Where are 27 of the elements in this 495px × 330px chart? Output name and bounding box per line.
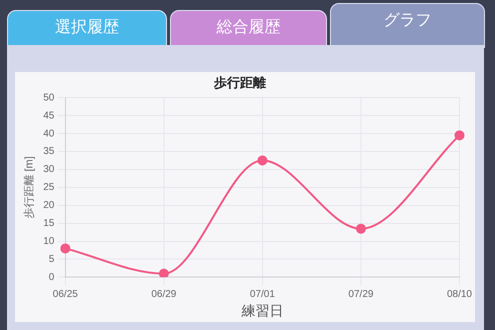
point — [454, 130, 464, 140]
x-tick-label: 07/01 — [250, 288, 276, 300]
y-tick-label: 30 — [43, 164, 55, 176]
y-tick-label: 15 — [43, 218, 55, 230]
y-tick-label: 20 — [43, 200, 55, 212]
chart-title: 歩行距離 — [213, 76, 266, 92]
y-tick-label: 5 — [48, 254, 55, 265]
x-tick-label: 06/25 — [52, 288, 78, 300]
x-tick-label: 08/10 — [446, 288, 472, 300]
y-tick-label: 40 — [43, 128, 55, 140]
text: 選択履歴 — [7, 10, 167, 48]
point — [60, 243, 70, 254]
y-tick-label: 45 — [43, 110, 55, 122]
x-tick-label: 07/29 — [348, 288, 374, 300]
point — [356, 224, 366, 234]
y-tick-label: 25 — [43, 182, 55, 194]
y-axis-title: 歩行距離 [m] — [22, 156, 36, 219]
y-tick-label: 10 — [43, 236, 55, 248]
text: グラフ — [330, 3, 485, 48]
text: 総合履歴 — [170, 10, 327, 48]
y-tick-label: 35 — [43, 146, 55, 158]
x-axis-title: 練習日 — [240, 302, 284, 318]
x-tick-label: 06/29 — [151, 288, 177, 300]
y-tick-label: 50 — [43, 92, 55, 104]
point — [158, 268, 169, 278]
y-tick-label: 0 — [48, 272, 55, 283]
point — [257, 155, 268, 166]
